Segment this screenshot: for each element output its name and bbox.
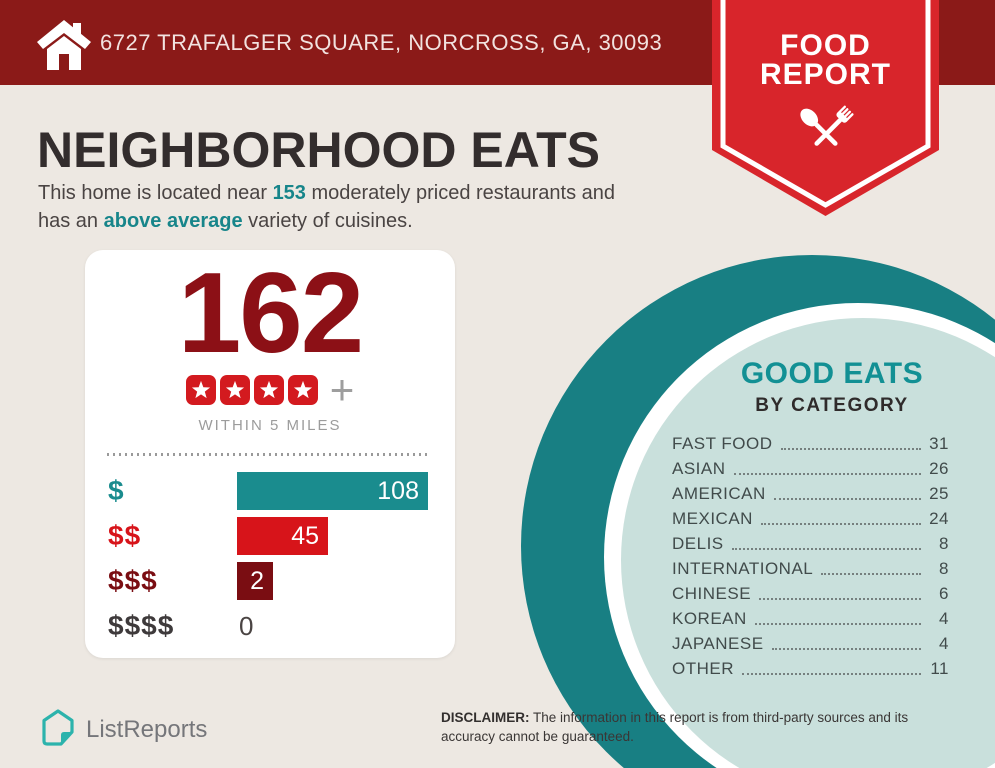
category-value: 11 (930, 659, 949, 678)
category-label: INTERNATIONAL (672, 559, 814, 578)
category-row: JAPANESE 4 (672, 629, 949, 654)
dotted-leader (771, 648, 921, 650)
ribbon-shape (712, 0, 939, 216)
category-value: 26 (929, 459, 949, 478)
bar-two-dollar: 45 (237, 517, 328, 555)
category-value: 4 (939, 609, 949, 628)
category-value: 4 (939, 634, 949, 653)
listreports-brand: ListReports (40, 708, 207, 751)
bar-value: 2 (250, 566, 264, 595)
category-row: FAST FOOD 31 (672, 429, 949, 454)
category-label: ASIAN (672, 459, 726, 478)
category-list: FAST FOOD 31 ASIAN 26 AMERICAN 25 MEXICAN 24… (672, 429, 949, 679)
category-value: 31 (929, 434, 949, 453)
above-average-highlight: above average (103, 210, 243, 232)
good-eats-title: GOOD EATS (740, 357, 924, 390)
dotted-leader (780, 448, 921, 450)
disclaimer-text: The information in this report is from t… (441, 710, 909, 744)
plus-icon: + (329, 366, 355, 413)
bar-one-dollar: 108 (237, 472, 428, 510)
restaurant-summary-card: 162 + WITHIN 5 MILES $ 108 $$ 45 (85, 250, 455, 658)
dotted-leader (759, 598, 921, 600)
category-label: OTHER (672, 659, 734, 678)
category-value: 24 (929, 509, 949, 528)
crossed-spoon-fork-icon (792, 94, 860, 171)
dotted-leader (754, 623, 921, 625)
category-label: JAPANESE (672, 634, 764, 653)
price-tier-row: $$ 45 (108, 517, 433, 555)
price-tier-bar-chart: $ 108 $$ 45 $$$ 2 $$$$ 0 (108, 472, 433, 652)
price-tier-row: $ 108 (108, 472, 433, 510)
star-icon (219, 375, 250, 405)
bar-value: 45 (291, 521, 319, 550)
dotted-leader (773, 498, 921, 500)
star-rating: + (85, 366, 455, 413)
category-row: MEXICAN 24 (672, 504, 949, 529)
brand-name: ListReports (86, 715, 208, 743)
category-row: AMERICAN 25 (672, 479, 949, 504)
category-row: KOREAN 4 (672, 604, 949, 629)
dotted-leader (821, 573, 921, 575)
page-title: NEIGHBORHOOD EATS (37, 122, 600, 178)
category-value: 8 (939, 534, 949, 553)
subtitle-line-1: This home is located near 153 moderately… (38, 179, 615, 207)
bar-value-zero: 0 (239, 610, 254, 641)
star-icon (253, 375, 284, 405)
price-tier-label: $$ (108, 520, 142, 551)
dotted-leader (731, 548, 921, 550)
home-icon (36, 18, 92, 75)
subtitle-text: This home is located near (38, 182, 273, 204)
category-row: ASIAN 26 (672, 454, 949, 479)
category-value: 25 (929, 484, 949, 503)
category-row: CHINESE 6 (672, 579, 949, 604)
price-tier-row: $$$$ 0 (108, 607, 433, 645)
badge-title-line2: REPORT (759, 58, 891, 91)
subtitle-text: has an (38, 210, 104, 232)
category-label: KOREAN (672, 609, 747, 628)
listreports-logo-icon (40, 708, 76, 751)
category-value: 6 (939, 584, 949, 603)
property-address: 6727 TRAFALGER SQUARE, NORCROSS, GA, 300… (100, 29, 663, 55)
star-icon (287, 375, 318, 405)
category-label: CHINESE (672, 584, 752, 603)
dotted-divider (107, 453, 427, 456)
restaurant-total-count: 162 (177, 250, 364, 377)
category-label: MEXICAN (672, 509, 753, 528)
subtitle-text: moderately priced restaurants and (305, 182, 615, 204)
disclaimer-label: DISCLAIMER: (441, 710, 530, 725)
price-tier-label: $$$$ (108, 610, 175, 641)
price-tier-row: $$$ 2 (108, 562, 433, 600)
bar-value: 108 (377, 476, 419, 505)
subtitle-text: variety of cuisines. (242, 210, 413, 232)
star-icon (185, 375, 216, 405)
dotted-leader (742, 673, 921, 675)
category-label: DELIS (672, 534, 724, 553)
dotted-leader (760, 523, 921, 525)
category-label: AMERICAN (672, 484, 766, 503)
price-tier-label: $$$ (108, 565, 158, 596)
page-subtitle: This home is located near 153 moderately… (38, 179, 615, 235)
category-label: FAST FOOD (672, 434, 773, 453)
price-tier-label: $ (108, 475, 125, 506)
disclaimer: DISCLAIMER: The information in this repo… (441, 708, 956, 746)
restaurant-count-highlight: 153 (272, 182, 306, 204)
subtitle-line-2: has an above average variety of cuisines… (38, 207, 615, 235)
dotted-leader (733, 473, 921, 475)
good-eats-heading: GOOD EATS BY CATEGORY (682, 357, 982, 417)
badge-title-line1: FOOD (780, 29, 871, 62)
bar-three-dollar: 2 (237, 562, 273, 600)
food-report-badge: FOOD REPORT (712, 0, 939, 216)
good-eats-subtitle: BY CATEGORY (755, 395, 909, 416)
category-row: INTERNATIONAL 8 (672, 554, 949, 579)
radius-caption: WITHIN 5 MILES (198, 417, 342, 434)
category-value: 8 (939, 559, 949, 578)
category-row: OTHER 11 (672, 654, 949, 679)
category-row: DELIS 8 (672, 529, 949, 554)
